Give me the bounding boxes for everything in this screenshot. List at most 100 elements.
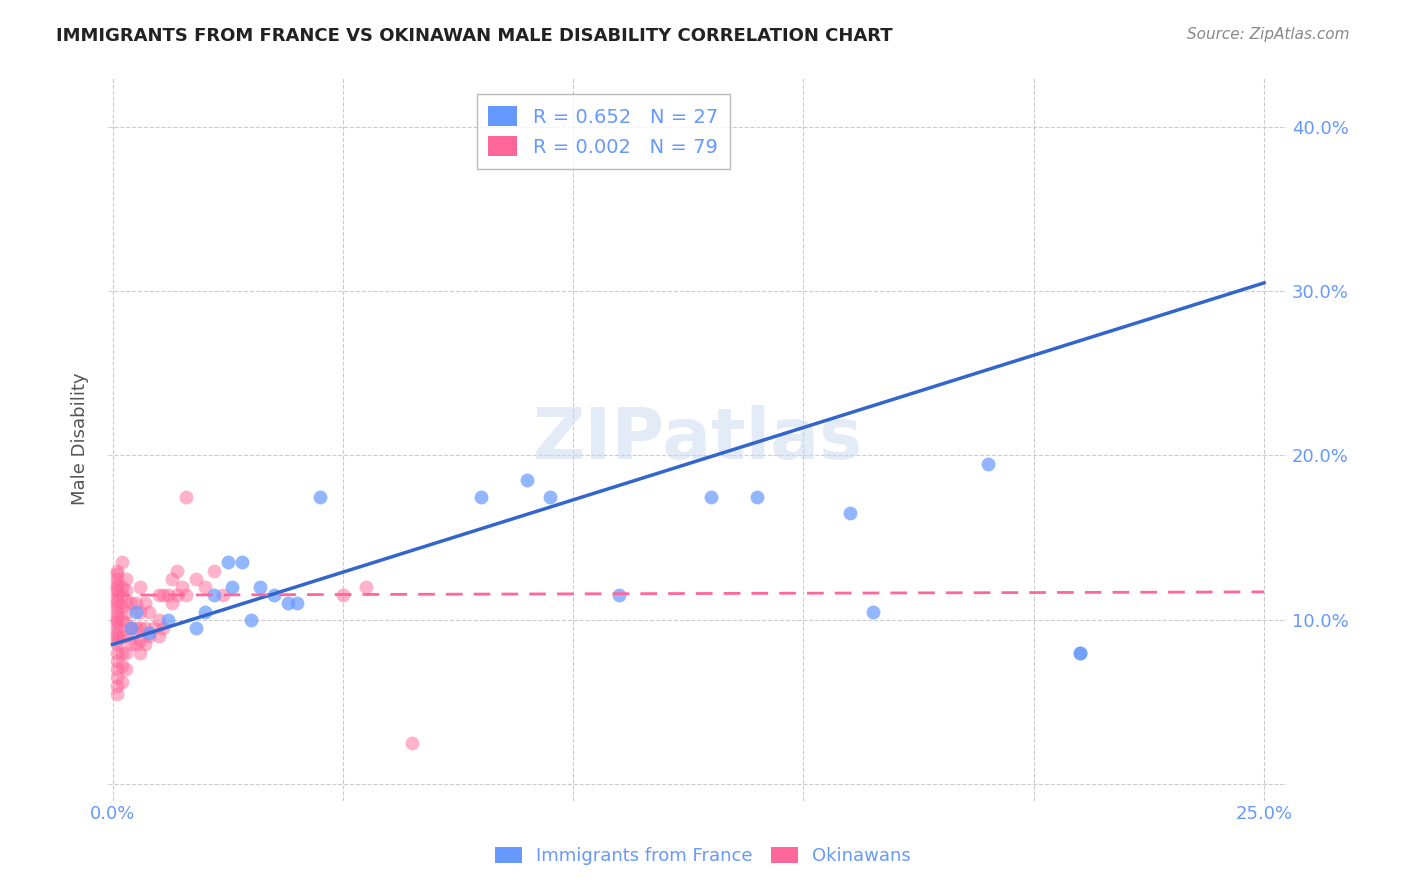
Point bbox=[105, 588, 128, 602]
Point bbox=[538, 490, 561, 504]
Point bbox=[120, 621, 142, 635]
Point bbox=[700, 490, 723, 504]
Point bbox=[120, 596, 142, 610]
Point bbox=[105, 616, 128, 631]
Point bbox=[166, 564, 188, 578]
Point bbox=[143, 621, 166, 635]
Point bbox=[138, 626, 160, 640]
Point bbox=[105, 593, 128, 607]
Point bbox=[263, 588, 285, 602]
Point bbox=[1069, 646, 1091, 660]
Point bbox=[105, 654, 128, 668]
Point bbox=[277, 596, 299, 610]
Point bbox=[401, 736, 423, 750]
Point bbox=[105, 679, 128, 693]
Point bbox=[105, 632, 128, 647]
Point bbox=[105, 670, 128, 684]
Point bbox=[152, 621, 174, 635]
Point bbox=[607, 588, 630, 602]
Legend: Immigrants from France, Okinawans: Immigrants from France, Okinawans bbox=[486, 838, 920, 874]
Point bbox=[124, 621, 146, 635]
Point bbox=[115, 593, 138, 607]
Point bbox=[111, 555, 134, 569]
Point bbox=[111, 658, 134, 673]
Point bbox=[138, 629, 160, 643]
Text: ZIPatlas: ZIPatlas bbox=[533, 405, 863, 474]
Point bbox=[166, 588, 188, 602]
Point bbox=[129, 580, 152, 594]
Point bbox=[221, 580, 243, 594]
Point bbox=[105, 572, 128, 586]
Point bbox=[129, 632, 152, 647]
Point bbox=[124, 605, 146, 619]
Point bbox=[285, 596, 308, 610]
Point bbox=[124, 596, 146, 610]
Point bbox=[212, 588, 235, 602]
Point bbox=[470, 490, 492, 504]
Point bbox=[308, 490, 330, 504]
Point bbox=[111, 599, 134, 614]
Point bbox=[156, 613, 179, 627]
Point bbox=[174, 588, 197, 602]
Point bbox=[111, 580, 134, 594]
Point bbox=[115, 572, 138, 586]
Point bbox=[976, 457, 998, 471]
Point bbox=[194, 605, 217, 619]
Point bbox=[111, 629, 134, 643]
Point bbox=[105, 566, 128, 581]
Point bbox=[105, 564, 128, 578]
Point bbox=[111, 646, 134, 660]
Point bbox=[105, 621, 128, 635]
Point bbox=[174, 490, 197, 504]
Point bbox=[202, 564, 225, 578]
Point bbox=[170, 580, 193, 594]
Text: IMMIGRANTS FROM FRANCE VS OKINAWAN MALE DISABILITY CORRELATION CHART: IMMIGRANTS FROM FRANCE VS OKINAWAN MALE … bbox=[56, 27, 893, 45]
Point bbox=[115, 629, 138, 643]
Point bbox=[516, 473, 538, 487]
Point bbox=[115, 605, 138, 619]
Point bbox=[115, 583, 138, 598]
Point bbox=[134, 638, 156, 652]
Point bbox=[156, 588, 179, 602]
Point bbox=[184, 621, 207, 635]
Point bbox=[124, 638, 146, 652]
Point bbox=[1069, 646, 1091, 660]
Point bbox=[134, 621, 156, 635]
Point bbox=[239, 613, 262, 627]
Point bbox=[111, 588, 134, 602]
Point bbox=[148, 613, 170, 627]
Point bbox=[162, 572, 184, 586]
Point bbox=[134, 596, 156, 610]
Point bbox=[194, 580, 217, 594]
Point bbox=[105, 613, 128, 627]
Point bbox=[105, 580, 128, 594]
Point bbox=[105, 576, 128, 591]
Point bbox=[862, 605, 884, 619]
Point bbox=[105, 638, 128, 652]
Point bbox=[105, 605, 128, 619]
Point bbox=[332, 588, 354, 602]
Point bbox=[148, 629, 170, 643]
Point bbox=[111, 613, 134, 627]
Point bbox=[115, 646, 138, 660]
Point bbox=[105, 596, 128, 610]
Point bbox=[231, 555, 253, 569]
Point bbox=[105, 662, 128, 676]
Point bbox=[184, 572, 207, 586]
Point bbox=[162, 596, 184, 610]
Point bbox=[202, 588, 225, 602]
Point bbox=[747, 490, 769, 504]
Point bbox=[120, 638, 142, 652]
Point bbox=[120, 621, 142, 635]
Point bbox=[111, 675, 134, 690]
Point bbox=[138, 605, 160, 619]
Point bbox=[129, 621, 152, 635]
Point bbox=[105, 599, 128, 614]
Y-axis label: Male Disability: Male Disability bbox=[72, 373, 89, 506]
Point bbox=[354, 580, 377, 594]
Point bbox=[105, 609, 128, 624]
Point bbox=[148, 588, 170, 602]
Text: Source: ZipAtlas.com: Source: ZipAtlas.com bbox=[1187, 27, 1350, 42]
Point bbox=[115, 616, 138, 631]
Point bbox=[217, 555, 239, 569]
